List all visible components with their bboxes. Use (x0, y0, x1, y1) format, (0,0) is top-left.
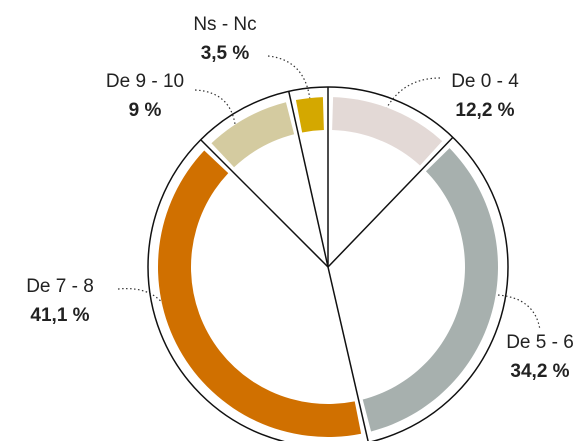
separator (327, 136, 454, 268)
slice-label: Ns - Nc (193, 14, 256, 35)
slice-value: 41,1 % (30, 305, 89, 326)
slice-value: 34,2 % (510, 361, 569, 382)
slice (332, 97, 443, 166)
separator (327, 266, 369, 441)
slice-value: 12,2 % (455, 100, 514, 121)
slice-label: De 5 - 6 (506, 332, 574, 353)
slice-value: 3,5 % (201, 43, 250, 64)
slice-label: De 0 - 4 (451, 71, 519, 92)
slice-label: De 7 - 8 (26, 276, 94, 297)
slice (157, 150, 362, 438)
slice (362, 148, 499, 432)
slice-value: 9 % (129, 100, 162, 121)
slice-label: De 9 - 10 (106, 71, 184, 92)
slice (211, 102, 295, 168)
separator (200, 139, 329, 268)
leader (267, 55, 311, 101)
separator (288, 91, 329, 268)
slice (295, 97, 324, 133)
